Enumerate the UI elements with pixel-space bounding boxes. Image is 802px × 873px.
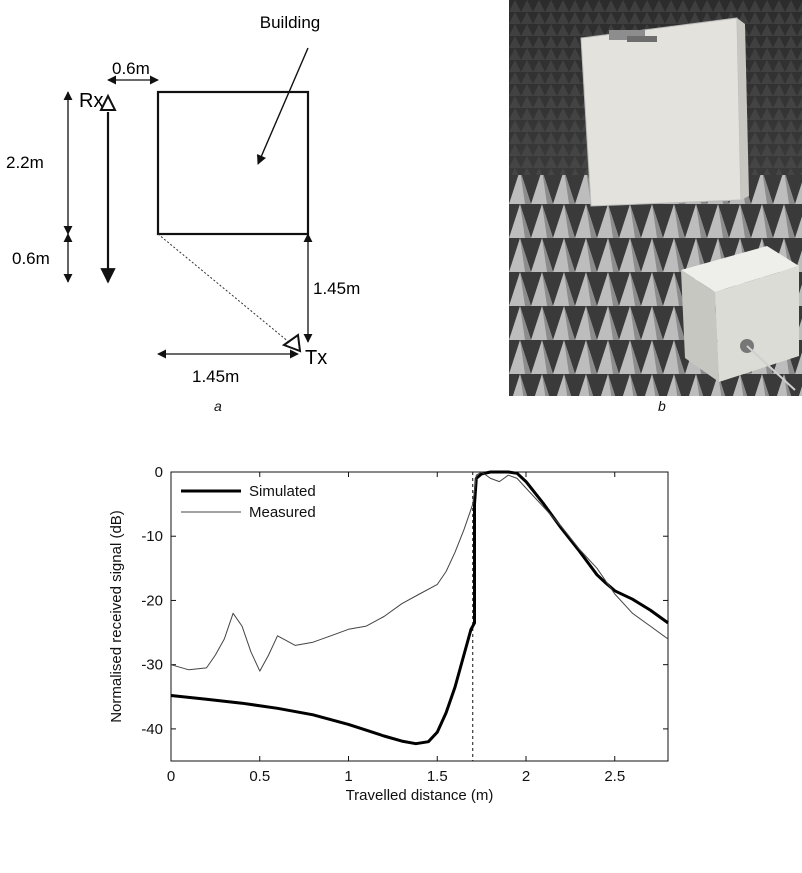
y-tick-label: 0: [155, 464, 163, 481]
dim-tx-horizontal-label: 1.45m: [192, 367, 239, 386]
building-square: [156, 90, 310, 236]
antenna-mount: [609, 30, 645, 40]
plot-frame: [170, 471, 669, 762]
transmitter-box-side: [681, 270, 719, 382]
legend-label-simulated: Simulated: [249, 483, 316, 500]
antenna-mount-top: [627, 36, 657, 42]
y-tick-label: -30: [141, 657, 163, 674]
panel-a-label: a: [214, 398, 222, 414]
rx-label: Rx: [79, 90, 103, 112]
dim-rx-building-label: 0.6m: [112, 59, 150, 78]
transmitter-box-front: [715, 266, 799, 382]
dim-rx-vertical-label: 2.2m: [6, 153, 44, 172]
y-tick-label: -40: [141, 721, 163, 738]
dim-rx-lower-label: 0.6m: [12, 249, 50, 268]
legend-label-measured: Measured: [249, 504, 316, 521]
tx-label: Tx: [305, 347, 327, 369]
x-tick-label: 0.5: [249, 768, 270, 785]
y-tick-label: -10: [141, 528, 163, 545]
building-model-side: [737, 18, 749, 200]
transmitter-cable: [746, 345, 796, 391]
series-line-simulated: [170, 470, 669, 746]
series-line-measured: [170, 471, 669, 672]
building-model-panel: [580, 17, 742, 207]
tx-antenna-icon: [281, 333, 302, 353]
panel-b-photo: [509, 0, 802, 396]
panel-b-label: b: [658, 398, 666, 414]
x-axis-label: Travelled distance (m): [346, 787, 494, 804]
panel-c-chart: 0 0.5 1 1.5 2 2.5 0 -10 -20 -30 -40 Travelled dista…: [108, 464, 669, 804]
y-tick-label: -20: [141, 592, 163, 609]
building-pointer-arrow: [256, 47, 309, 165]
dim-tx-vertical-label: 1.45m: [313, 279, 360, 298]
panel-a-diagram: Building Rx 0.6m 2.2m 0.6m 1.45m Tx 1.45…: [6, 13, 360, 386]
x-tick-label: 0: [167, 768, 175, 785]
x-tick-label: 2.5: [604, 768, 625, 785]
x-tick-label: 1.5: [427, 768, 448, 785]
building-label: Building: [260, 13, 321, 32]
y-axis-label: Normalised received signal (dB): [108, 510, 125, 723]
transmitter-box-top: [681, 246, 799, 292]
rx-antenna-icon: [99, 93, 117, 111]
tx-building-dotted-line: [157, 233, 291, 344]
x-tick-label: 2: [522, 768, 530, 785]
x-tick-label: 1: [344, 768, 352, 785]
